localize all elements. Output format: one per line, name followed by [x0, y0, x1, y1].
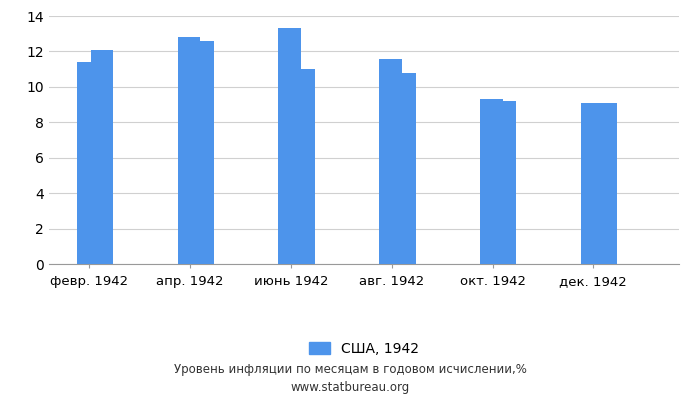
Bar — [279, 28, 301, 264]
Bar — [90, 50, 113, 264]
Text: www.statbureau.org: www.statbureau.org — [290, 382, 410, 394]
Bar — [480, 99, 503, 264]
Bar — [292, 69, 315, 264]
Bar — [393, 73, 416, 264]
Bar — [581, 103, 603, 264]
Bar — [77, 62, 99, 264]
Bar — [594, 103, 617, 264]
Bar — [494, 101, 517, 264]
Bar — [178, 37, 200, 264]
Bar — [379, 58, 402, 264]
Bar — [191, 41, 214, 264]
Legend: США, 1942: США, 1942 — [304, 336, 424, 361]
Text: Уровень инфляции по месяцам в годовом исчислении,%: Уровень инфляции по месяцам в годовом ис… — [174, 364, 526, 376]
